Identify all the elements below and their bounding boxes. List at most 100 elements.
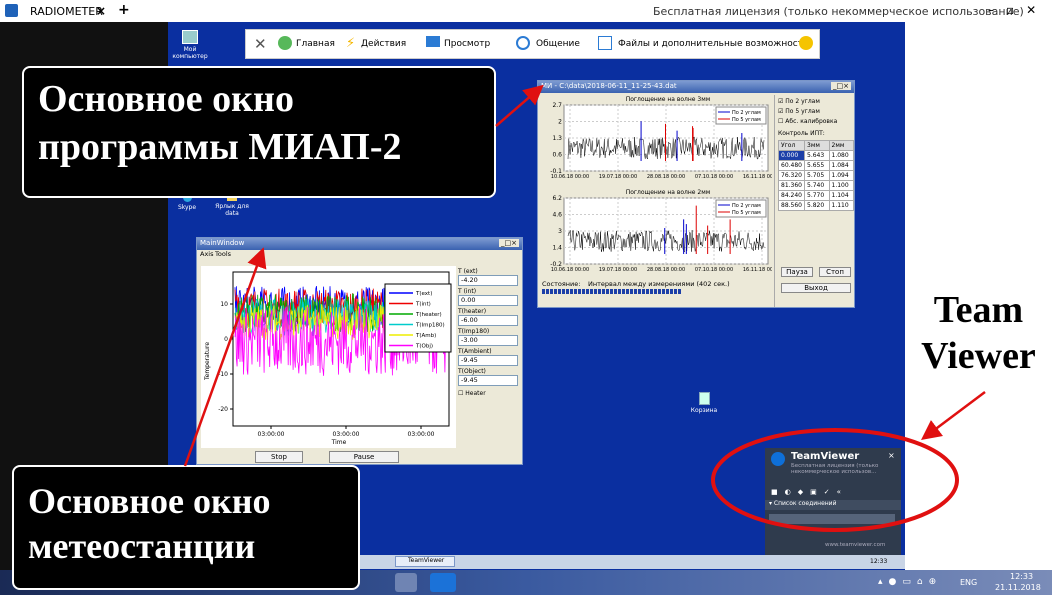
tray-icons[interactable]: ▴●▭⌂⊕ [878,577,942,587]
legend-label: T(Amb) [415,333,436,339]
callout-line: Viewer [905,334,1052,380]
legend-label: T(Imp180) [415,323,445,329]
icon-label: Ярлык для data [215,203,249,217]
field-value: 0.00 [458,295,518,306]
menu-item[interactable]: Tools [215,250,231,258]
panel-actions[interactable]: ■◐◆▣✓« [771,488,848,496]
chart-panel: Поглощение на волне 3мм 2.721.30.6-0.110… [540,95,772,187]
legend-label: T(int) [415,302,431,308]
toolbar-item[interactable]: Файлы и дополнительные возможности [618,39,809,49]
panel-close[interactable]: × [888,451,895,460]
desktop-icon[interactable]: Мой компьютер [172,30,208,60]
tab-close[interactable]: × [96,4,106,18]
heater-checkbox[interactable]: ☐ Heater [458,390,520,397]
toolbar-close[interactable]: ✕ [254,35,267,53]
temperature-plot: Temperature Time 100-10-2003:00:0003:00:… [201,266,456,448]
checkbox-option[interactable]: ☑ По 5 углам [778,108,820,115]
language[interactable]: ENG [960,578,977,587]
chart-title: Поглощение на волне 2мм [626,189,711,196]
toolbar-item[interactable]: Просмотр [444,39,490,49]
toolbar-item[interactable]: Общение [536,39,580,49]
field-value: -3.00 [458,335,518,346]
legend-label: По 5 углам [732,117,761,123]
field-value: -9.45 [458,375,518,386]
table-cell: 60.480 [779,161,805,171]
window-controls[interactable]: _□× [831,82,851,90]
callout-line: Team [905,288,1052,334]
table-cell: 1.094 [829,171,854,181]
x-tick-label: 10.06.18 00:00 [551,174,589,180]
teamviewer-name: TeamViewer [791,451,859,462]
status-label: Состояние: [542,280,580,288]
connections-header[interactable]: ▾ Список соединений [765,500,901,510]
table-cell: 5.820 [805,201,830,211]
table-cell: 0.000 [779,151,805,161]
table-header-cell: 2мм [829,141,854,151]
y-tick-label: 1.3 [552,135,562,142]
icon-image [699,392,710,405]
window-controls[interactable]: _□× [499,239,519,247]
callout-miap: Основное окно программы МИАП-2 [22,66,496,198]
toolbar-icon [278,36,292,50]
teamviewer-site[interactable]: www.teamviewer.com [825,542,885,548]
new-tab[interactable]: + [118,2,130,18]
button[interactable]: Stop [255,451,303,463]
table-row: 60.4805.6551.084 [779,161,854,171]
toolbar-icon [598,36,612,50]
legend-label: По 2 углам [732,110,761,116]
button[interactable]: Стоп [819,267,851,277]
button[interactable]: Pause [329,451,399,463]
table-cell: 5.655 [805,161,830,171]
option-label: Абс. калибровка [785,118,837,125]
connection-entry[interactable] [769,514,895,524]
x-tick-label: 28.08.18 00:00 [647,174,685,180]
toolbar-item[interactable]: Главная [296,39,335,49]
x-tick-label: 03:00:00 [258,431,285,438]
button[interactable]: Пауза [781,267,813,277]
teamviewer-panel: TeamViewer Бесплатная лицензия (только н… [765,448,901,560]
callout-meteo: Основное окно метеостанции [12,465,360,590]
x-tick-label: 03:00:00 [408,431,435,438]
toolbar-item[interactable]: Действия [361,39,406,49]
table-header-row: Угол3мм2мм [779,141,854,151]
field-label: T (ext) [458,268,520,275]
checkbox-option[interactable]: ☐ Абс. калибровка [778,118,837,125]
option-label: По 2 углам [785,98,820,105]
taskbar-button[interactable]: TeamViewer [395,556,455,567]
callout-line: Основное окно [38,76,480,124]
remote-clock: 12:33 [870,558,887,565]
field-value: -4.20 [458,275,518,286]
taskbar-icon[interactable] [430,573,456,592]
y-tick-label: 4.6 [552,212,562,219]
table-cell: 1.080 [829,151,854,161]
clock-date: 21.11.2018 [995,583,1041,592]
legend-label: По 2 углам [732,203,761,209]
y-tick-label: 10 [220,301,228,308]
x-tick-label: 19.07.18 00:00 [599,267,637,273]
desktop-icon[interactable]: Корзина [686,392,722,414]
toolbar-icon: ⚡ [346,36,355,51]
y-tick-label: 0.6 [552,152,562,159]
button[interactable]: Выход [781,283,851,293]
emoji-button[interactable] [799,36,813,50]
table-cell: 84.240 [779,191,805,201]
taskbar-icon[interactable] [395,573,417,592]
table-cell: 5.705 [805,171,830,181]
miap-window: МИ - C:\data\2018-06-11_11-25-43.dat _□×… [537,80,855,308]
window-controls[interactable]: –▫✕ [988,3,1048,17]
x-tick-label: 07.10.18 00:00 [695,267,733,273]
license-note: Бесплатная лицензия (только некоммерческ… [653,5,1024,18]
icon-image [182,30,198,44]
y-tick-label: 0 [224,336,228,343]
teamviewer-license: Бесплатная лицензия (только некоммерческ… [791,463,886,475]
menu-item[interactable]: Axis [200,250,214,258]
checkbox-option[interactable]: ☑ По 2 углам [778,98,820,105]
window-title: MainWindow [197,238,522,250]
table-cell: 88.560 [779,201,805,211]
tab-title[interactable]: RADIOMETER [30,5,103,18]
legend-label: По 5 углам [732,210,761,216]
field-panel: T (ext)-4.20T (int)0.00T(heater)-6.00T(I… [458,266,520,397]
table-row: 84.2405.7701.104 [779,191,854,201]
chart-title: Поглощение на волне 3мм [626,96,711,103]
